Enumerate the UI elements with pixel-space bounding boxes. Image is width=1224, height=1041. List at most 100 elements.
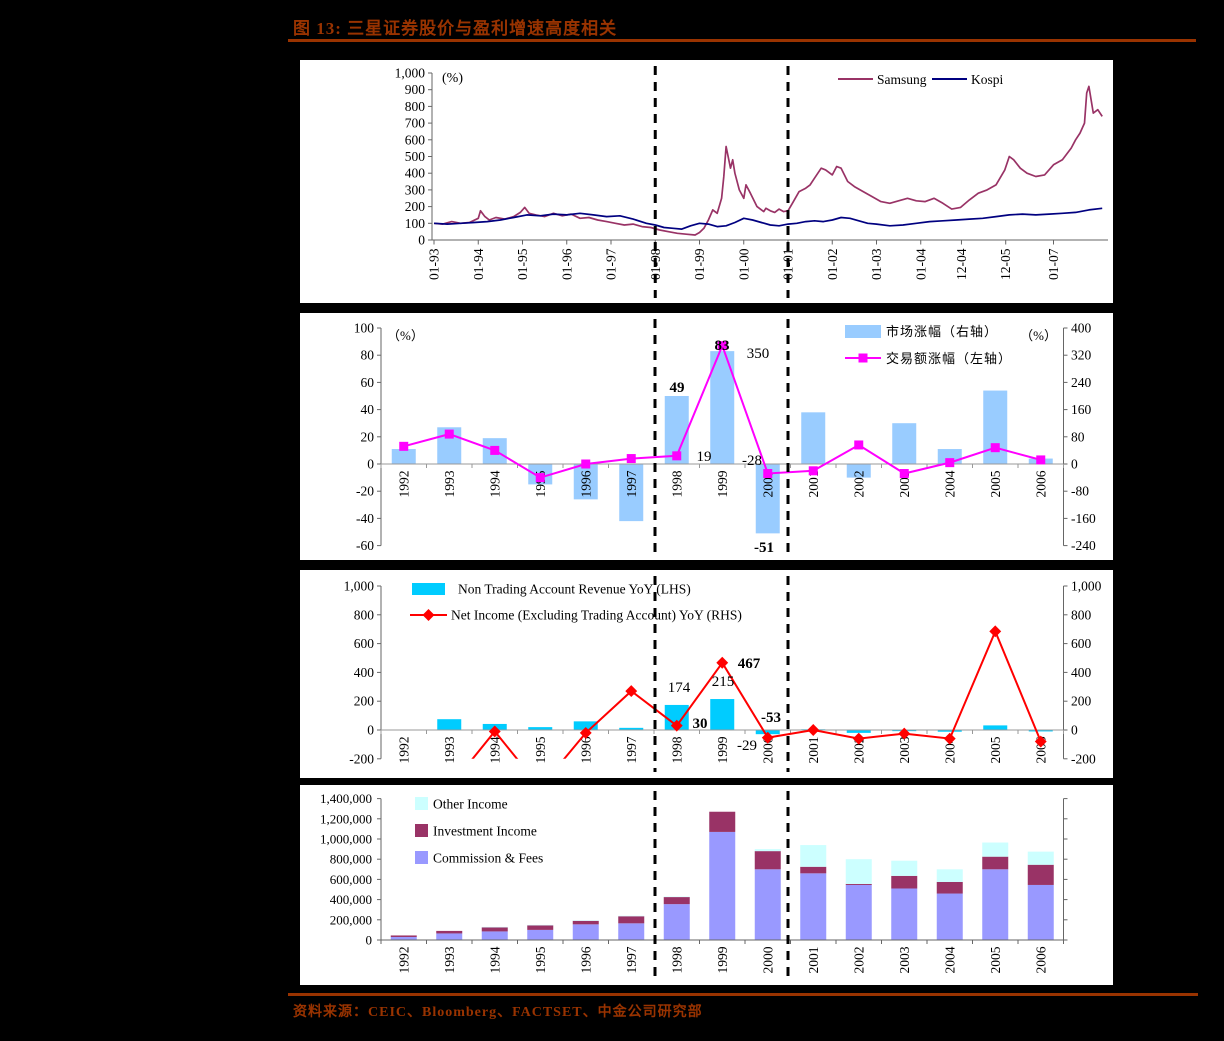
- svg-text:1993: 1993: [442, 736, 457, 763]
- svg-text:01-96: 01-96: [559, 248, 574, 280]
- svg-text:Net Income (Excluding Trading: Net Income (Excluding Trading Account) Y…: [451, 608, 742, 623]
- svg-text:2002: 2002: [851, 737, 866, 764]
- svg-text:174: 174: [668, 680, 691, 696]
- svg-text:49: 49: [670, 380, 685, 396]
- svg-text:2003: 2003: [897, 736, 912, 763]
- svg-text:-29: -29: [737, 738, 757, 754]
- svg-text:01-02: 01-02: [825, 249, 840, 281]
- svg-text:100: 100: [405, 216, 426, 231]
- chart-panel-price: 1,000 900 800 700 600 500 400 300 200 100 0 01-93 01…: [300, 60, 1113, 303]
- crisis-period-dashed-lines: [653, 319, 790, 554]
- series: [433, 85, 1103, 236]
- svg-text:900: 900: [405, 82, 426, 97]
- revenue-netincome-bar-line-chart: 1,0008006004002000-2001,0008006004002000…: [344, 576, 1102, 772]
- svg-text:2004: 2004: [942, 736, 957, 763]
- svg-text:467: 467: [738, 656, 761, 672]
- svg-text:01-07: 01-07: [1046, 248, 1061, 280]
- svg-text:600: 600: [354, 636, 375, 651]
- svg-text:0: 0: [418, 233, 425, 248]
- svg-text:1997: 1997: [624, 946, 639, 973]
- svg-text:2002: 2002: [851, 947, 866, 974]
- source-note: 资料来源：CEIC、Bloomberg、FACTSET、中金公司研究部: [293, 1005, 703, 1020]
- svg-text:100: 100: [354, 321, 375, 336]
- svg-text:1993: 1993: [442, 470, 457, 497]
- category-labels: 1992 1993 1994 1995 1996 1997 1998 1999 2000 2001…: [396, 470, 1048, 497]
- svg-text:0: 0: [1071, 457, 1078, 472]
- svg-text:2006: 2006: [1033, 470, 1048, 497]
- svg-text:1993: 1993: [442, 946, 457, 973]
- svg-text:（%）: （%）: [387, 328, 424, 343]
- svg-text:80: 80: [1071, 429, 1085, 444]
- market-turnover-bar-line-chart: 100 80 60 40 20 0 -20 -40 -60 400 320 240 160 80 0 -80 -…: [354, 319, 1096, 556]
- chart-panel-revenue-netincome: 1,000 800 600 400 200 0 -200 1,000 800 600 400 200 0…: [300, 570, 1113, 778]
- svg-text:01-00: 01-00: [736, 248, 751, 280]
- svg-text:800: 800: [354, 607, 375, 622]
- svg-text:200: 200: [1071, 694, 1092, 709]
- svg-text:（%）: （%）: [1020, 328, 1057, 343]
- svg-text:80: 80: [361, 348, 375, 363]
- svg-text:1999: 1999: [715, 736, 730, 763]
- bars: [391, 351, 1053, 534]
- svg-text:-51: -51: [754, 540, 774, 556]
- svg-text:1996: 1996: [578, 946, 593, 973]
- legend: 市场涨幅（右轴） 交易额涨幅（左轴）: [845, 324, 1012, 366]
- svg-text:600: 600: [405, 132, 426, 147]
- chart-panel-income-breakdown: 1,400,000 1,200,000 1,000,000 800,000 600,00…: [300, 785, 1113, 985]
- figure-title: 图 13: 三星证券股价与盈利增速高度相关: [293, 19, 618, 38]
- svg-text:市场涨幅（右轴）: 市场涨幅（右轴）: [886, 324, 998, 339]
- svg-text:800: 800: [405, 99, 426, 114]
- data-annotations: 174 215 30 467 -53-29: [668, 656, 781, 754]
- svg-text:-200: -200: [349, 751, 374, 766]
- svg-text:700: 700: [405, 116, 426, 131]
- axis-unit-label: (%): [442, 71, 463, 86]
- crisis-period-dashed-lines: [653, 66, 790, 298]
- svg-text:2005: 2005: [988, 736, 1003, 763]
- svg-text:0: 0: [366, 933, 373, 948]
- kospi-line: [433, 207, 1103, 230]
- legend: Other Income Investment Income Commission …: [415, 797, 543, 866]
- svg-text:-200: -200: [1071, 751, 1096, 766]
- data-annotations: 49 19 83 350 -28 -51: [670, 338, 775, 556]
- svg-text:-53: -53: [761, 710, 781, 726]
- svg-text:200: 200: [405, 199, 426, 214]
- svg-text:500: 500: [405, 149, 426, 164]
- svg-text:Samsung: Samsung: [877, 72, 927, 87]
- svg-text:01-97: 01-97: [604, 248, 619, 280]
- svg-text:交易额涨幅（左轴）: 交易额涨幅（左轴）: [886, 351, 1012, 366]
- svg-text:-60: -60: [356, 538, 374, 553]
- line-markers: [488, 625, 1047, 748]
- svg-text:1995: 1995: [533, 946, 548, 973]
- svg-text:30: 30: [693, 716, 708, 732]
- svg-text:12-04: 12-04: [954, 248, 969, 280]
- svg-text:0: 0: [367, 457, 374, 472]
- line-series: [471, 628, 1042, 759]
- svg-text:1,000: 1,000: [395, 66, 426, 81]
- svg-text:01-94: 01-94: [471, 248, 486, 280]
- svg-text:-40: -40: [356, 511, 374, 526]
- svg-text:400: 400: [1071, 665, 1092, 680]
- svg-text:1998: 1998: [669, 470, 684, 497]
- svg-text:0: 0: [367, 723, 374, 738]
- svg-text:2005: 2005: [988, 946, 1003, 973]
- svg-text:800,000: 800,000: [330, 852, 372, 867]
- svg-text:-20: -20: [356, 484, 374, 499]
- svg-text:400,000: 400,000: [330, 892, 372, 907]
- legend: Samsung Kospi: [838, 72, 1004, 87]
- svg-text:350: 350: [747, 346, 770, 362]
- legend: Non Trading Account Revenue YoY (LHS) Net…: [410, 582, 742, 623]
- svg-text:01-99: 01-99: [692, 248, 707, 280]
- svg-text:2001: 2001: [806, 947, 821, 974]
- title-rule: [288, 39, 1196, 42]
- svg-text:Non Trading Account Revenue Yo: Non Trading Account Revenue YoY (LHS): [458, 582, 691, 597]
- samsung-line: [433, 85, 1103, 236]
- svg-text:1998: 1998: [669, 946, 684, 973]
- svg-text:60: 60: [361, 375, 375, 390]
- svg-text:-80: -80: [1071, 484, 1089, 499]
- svg-text:1992: 1992: [396, 947, 411, 974]
- svg-text:1994: 1994: [487, 470, 502, 497]
- svg-text:01-03: 01-03: [869, 248, 884, 280]
- svg-text:1,200,000: 1,200,000: [320, 811, 372, 826]
- svg-text:400: 400: [1071, 321, 1092, 336]
